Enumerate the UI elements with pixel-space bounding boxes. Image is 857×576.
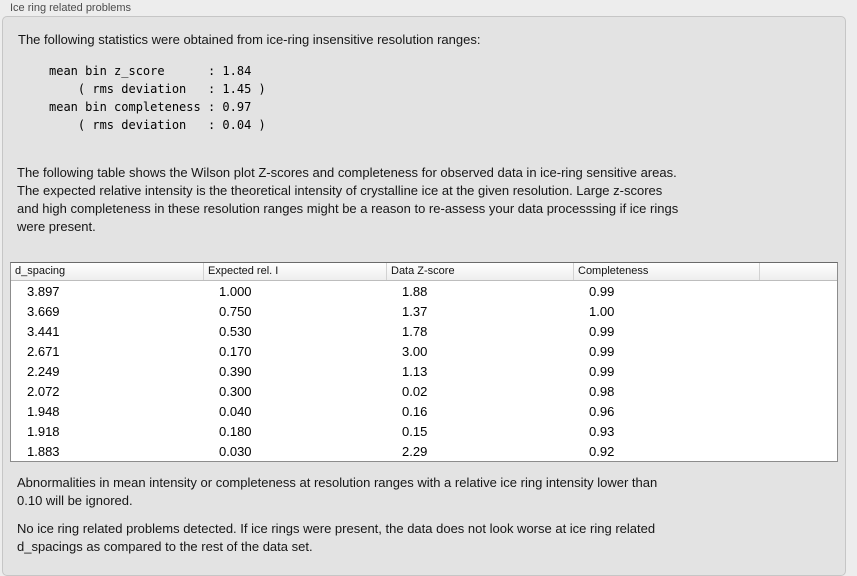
- cell-expected-rel-i: 0.390: [219, 363, 252, 379]
- cell-data-z-score: 3.00: [402, 343, 428, 359]
- table-row[interactable]: 3.897 1.000 1.88 0.99: [11, 281, 837, 301]
- stats-summary: mean bin z_score : 1.84 ( rms deviation …: [49, 64, 266, 132]
- table-row[interactable]: 1.918 0.180 0.15 0.93: [11, 421, 837, 441]
- table-row[interactable]: 2.249 0.390 1.13 0.99: [11, 361, 837, 381]
- cell-d-spacing: 1.883: [27, 443, 60, 459]
- cell-expected-rel-i: 0.040: [219, 403, 252, 419]
- cell-expected-rel-i: 0.300: [219, 383, 252, 399]
- cell-data-z-score: 0.02: [402, 383, 428, 399]
- cell-d-spacing: 1.948: [27, 403, 60, 419]
- cell-expected-rel-i: 0.030: [219, 443, 252, 459]
- table-row[interactable]: 2.072 0.300 0.02 0.98: [11, 381, 837, 401]
- cell-data-z-score: 1.13: [402, 363, 428, 379]
- table-header-row: d_spacing Expected rel. I Data Z-score C…: [11, 263, 837, 281]
- cell-completeness: 0.92: [589, 443, 615, 459]
- column-header-d-spacing[interactable]: d_spacing: [15, 265, 66, 277]
- table-row[interactable]: 3.669 0.750 1.37 1.00: [11, 301, 837, 321]
- cell-completeness: 1.00: [589, 303, 615, 319]
- cell-completeness: 0.98: [589, 383, 615, 399]
- cell-data-z-score: 0.16: [402, 403, 428, 419]
- table-row[interactable]: 1.883 0.030 2.29 0.92: [11, 441, 837, 461]
- cell-completeness: 0.99: [589, 363, 615, 379]
- cell-expected-rel-i: 0.750: [219, 303, 252, 319]
- wilson-note-text: The following table shows the Wilson plo…: [17, 165, 679, 234]
- cell-d-spacing: 2.671: [27, 343, 60, 359]
- cell-d-spacing: 3.669: [27, 303, 60, 319]
- column-header-data-z-score[interactable]: Data Z-score: [386, 263, 573, 280]
- ignore-note-text: Abnormalities in mean intensity or compl…: [17, 475, 658, 508]
- ice-ring-panel: The following statistics were obtained f…: [2, 16, 846, 576]
- cell-d-spacing: 2.072: [27, 383, 60, 399]
- table-row[interactable]: 1.948 0.040 0.16 0.96: [11, 401, 837, 421]
- cell-d-spacing: 3.897: [27, 283, 60, 299]
- ice-ring-table: d_spacing Expected rel. I Data Z-score C…: [10, 262, 838, 462]
- cell-completeness: 0.99: [589, 323, 615, 339]
- cell-completeness: 0.93: [589, 423, 615, 439]
- table-row[interactable]: 2.671 0.170 3.00 0.99: [11, 341, 837, 361]
- cell-expected-rel-i: 0.530: [219, 323, 252, 339]
- cell-d-spacing: 3.441: [27, 323, 60, 339]
- conclusion-text: No ice ring related problems detected. I…: [17, 521, 656, 554]
- cell-expected-rel-i: 1.000: [219, 283, 252, 299]
- cell-expected-rel-i: 0.180: [219, 423, 252, 439]
- cell-completeness: 0.99: [589, 283, 615, 299]
- cell-completeness: 0.99: [589, 343, 615, 359]
- cell-data-z-score: 0.15: [402, 423, 428, 439]
- panel-title: Ice ring related problems: [10, 2, 132, 14]
- table-body: 3.897 1.000 1.88 0.99 3.669 0.750 1.37 1…: [11, 281, 837, 461]
- cell-d-spacing: 1.918: [27, 423, 60, 439]
- cell-expected-rel-i: 0.170: [219, 343, 252, 359]
- column-header-expected-rel-i[interactable]: Expected rel. I: [203, 263, 386, 280]
- cell-data-z-score: 1.88: [402, 283, 428, 299]
- column-header-empty: [759, 263, 837, 280]
- cell-completeness: 0.96: [589, 403, 615, 419]
- column-header-completeness[interactable]: Completeness: [573, 263, 759, 280]
- cell-data-z-score: 1.37: [402, 303, 428, 319]
- cell-data-z-score: 2.29: [402, 443, 428, 459]
- table-row[interactable]: 3.441 0.530 1.78 0.99: [11, 321, 837, 341]
- intro-text: The following statistics were obtained f…: [18, 32, 481, 47]
- cell-data-z-score: 1.78: [402, 323, 428, 339]
- cell-d-spacing: 2.249: [27, 363, 60, 379]
